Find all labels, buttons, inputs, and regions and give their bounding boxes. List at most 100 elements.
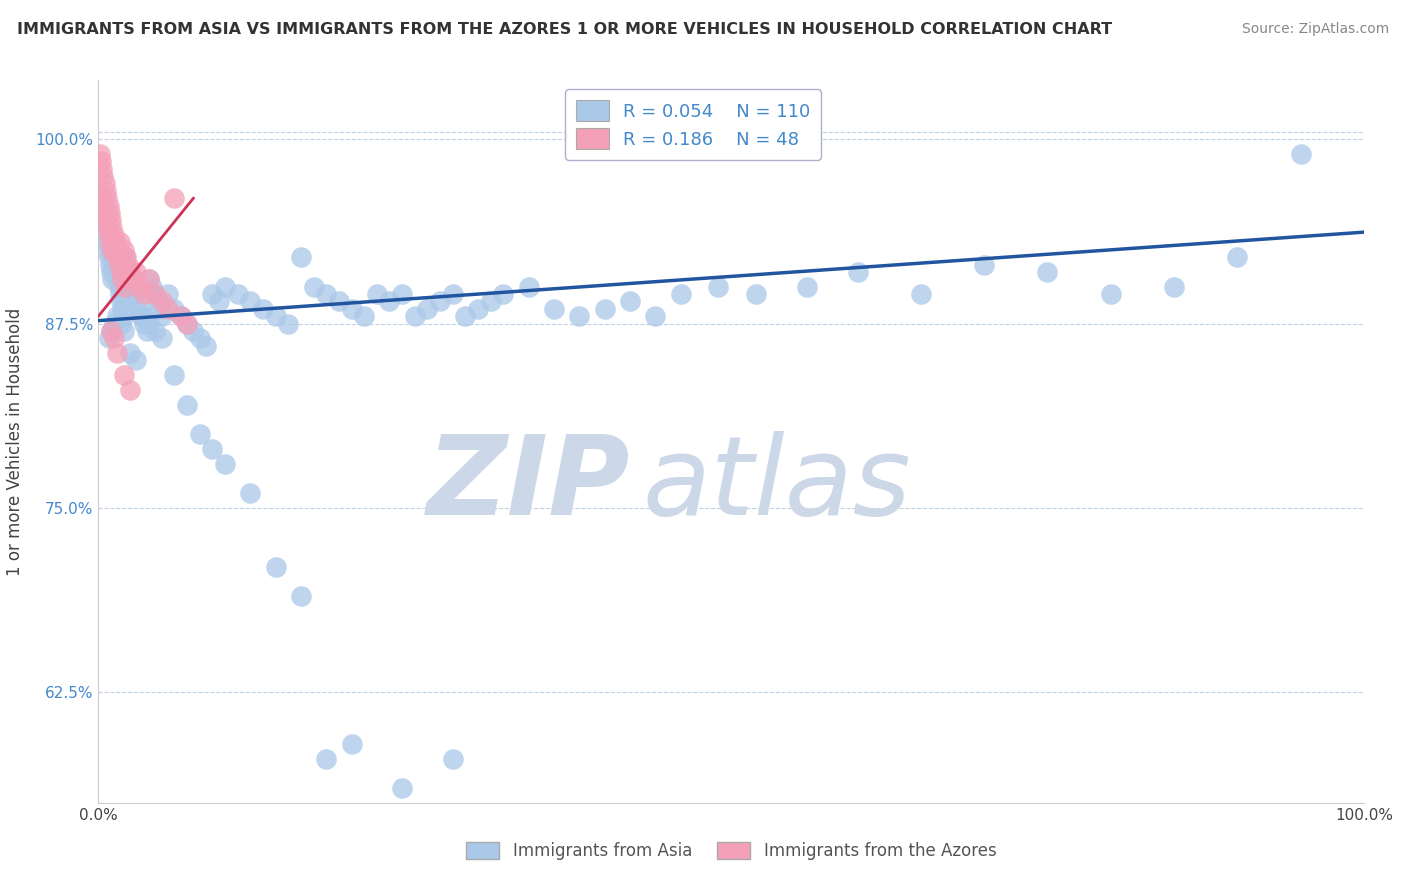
Text: Source: ZipAtlas.com: Source: ZipAtlas.com: [1241, 22, 1389, 37]
Point: [277, 317, 299, 331]
Point: [93, 206, 117, 220]
Point: [122, 287, 145, 301]
Point: [378, 294, 401, 309]
Point: [163, 301, 186, 316]
Point: [91, 213, 114, 227]
Point: [194, 339, 218, 353]
Point: [125, 265, 148, 279]
Point: [91, 161, 114, 176]
Point: [138, 272, 160, 286]
Point: [214, 457, 236, 471]
Point: [112, 309, 135, 323]
Point: [302, 279, 325, 293]
Y-axis label: 1 or more Vehicles in Household: 1 or more Vehicles in Household: [7, 308, 24, 575]
Point: [492, 287, 515, 301]
Point: [107, 279, 129, 293]
Point: [150, 294, 173, 309]
Point: [132, 287, 155, 301]
Text: ZIP: ZIP: [426, 432, 630, 539]
Point: [1036, 265, 1059, 279]
Point: [644, 309, 666, 323]
Point: [117, 258, 139, 272]
Point: [568, 309, 591, 323]
Point: [114, 250, 136, 264]
Point: [125, 294, 148, 309]
Point: [103, 250, 125, 264]
Point: [110, 294, 132, 309]
Point: [90, 191, 112, 205]
Point: [91, 191, 114, 205]
Point: [264, 309, 287, 323]
Point: [188, 427, 211, 442]
Point: [111, 272, 134, 286]
Point: [120, 383, 141, 397]
Point: [97, 228, 120, 243]
Point: [239, 486, 262, 500]
Point: [107, 346, 129, 360]
Point: [103, 228, 125, 243]
Point: [441, 287, 464, 301]
Point: [150, 331, 173, 345]
Point: [107, 250, 129, 264]
Point: [543, 301, 565, 316]
Point: [441, 751, 464, 765]
Point: [100, 324, 122, 338]
Point: [110, 265, 132, 279]
Point: [108, 287, 131, 301]
Point: [669, 287, 692, 301]
Point: [107, 258, 129, 272]
Point: [163, 368, 186, 383]
Point: [366, 287, 388, 301]
Point: [353, 309, 375, 323]
Point: [129, 279, 152, 293]
Point: [110, 317, 132, 331]
Point: [104, 235, 127, 250]
Point: [125, 353, 148, 368]
Point: [1226, 250, 1249, 264]
Point: [104, 258, 127, 272]
Point: [141, 279, 163, 293]
Point: [112, 243, 135, 257]
Point: [391, 287, 413, 301]
Point: [745, 287, 768, 301]
Point: [290, 590, 312, 604]
Point: [100, 265, 122, 279]
Point: [404, 309, 426, 323]
Point: [846, 265, 869, 279]
Point: [176, 317, 198, 331]
Point: [226, 287, 249, 301]
Point: [454, 309, 477, 323]
Point: [93, 169, 115, 183]
Point: [1289, 147, 1312, 161]
Point: [89, 147, 111, 161]
Point: [176, 317, 198, 331]
Point: [183, 324, 205, 338]
Text: atlas: atlas: [643, 432, 911, 539]
Point: [120, 279, 142, 293]
Point: [93, 199, 115, 213]
Point: [429, 294, 451, 309]
Point: [105, 243, 128, 257]
Point: [1099, 287, 1122, 301]
Point: [115, 250, 138, 264]
Point: [100, 243, 122, 257]
Point: [93, 220, 115, 235]
Point: [517, 279, 540, 293]
Point: [910, 287, 932, 301]
Point: [132, 317, 155, 331]
Point: [132, 309, 155, 323]
Point: [112, 368, 135, 383]
Point: [214, 279, 236, 293]
Point: [239, 294, 262, 309]
Point: [100, 213, 122, 227]
Point: [120, 265, 141, 279]
Point: [150, 309, 173, 323]
Point: [112, 324, 135, 338]
Point: [252, 301, 274, 316]
Point: [340, 737, 363, 751]
Point: [176, 398, 198, 412]
Text: IMMIGRANTS FROM ASIA VS IMMIGRANTS FROM THE AZORES 1 OR MORE VEHICLES IN HOUSEHO: IMMIGRANTS FROM ASIA VS IMMIGRANTS FROM …: [17, 22, 1112, 37]
Point: [98, 235, 121, 250]
Point: [264, 560, 287, 574]
Point: [593, 301, 616, 316]
